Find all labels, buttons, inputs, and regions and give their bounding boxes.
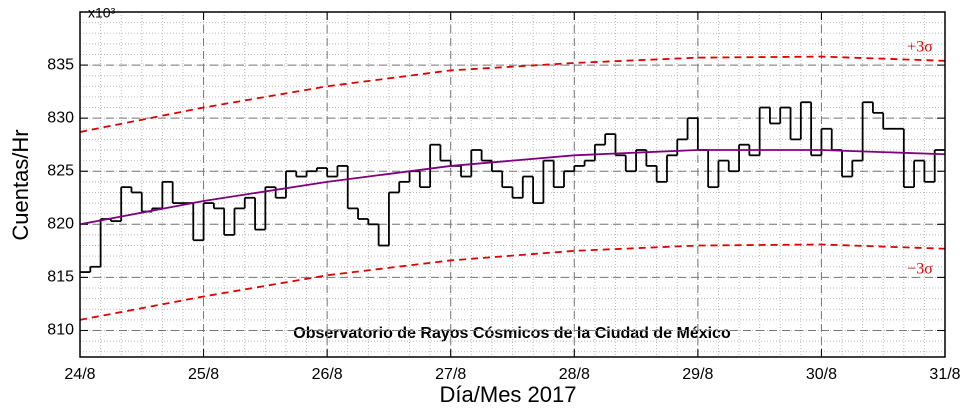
y-tick-label: 810 [47,322,74,339]
x-tick-label: 30/8 [806,366,837,383]
x-axis-label: Día/Mes 2017 [440,382,577,407]
curve [79,55,946,133]
x-tick-label: 31/8 [929,366,960,383]
sigma-label: −3σ [907,261,933,278]
curve [79,149,946,226]
x-tick-label: 29/8 [682,366,713,383]
y-tick-label: 825 [47,162,74,179]
y-tick-label: 830 [47,109,74,126]
y-tick-label: 815 [47,269,74,286]
y-tick-label: 835 [47,56,74,73]
x-tick-label: 27/8 [435,366,466,383]
curve [79,243,946,321]
y-tick-label: 820 [47,216,74,233]
y-axis-label: Cuentas/Hr [8,129,33,240]
x-tick-label: 25/8 [188,366,219,383]
plot-frame [79,11,946,358]
x-tick-label: 26/8 [312,366,343,383]
x-tick-label: 24/8 [64,366,95,383]
sigma-label: +3σ [907,39,933,56]
x-tick-label: 28/8 [559,366,590,383]
